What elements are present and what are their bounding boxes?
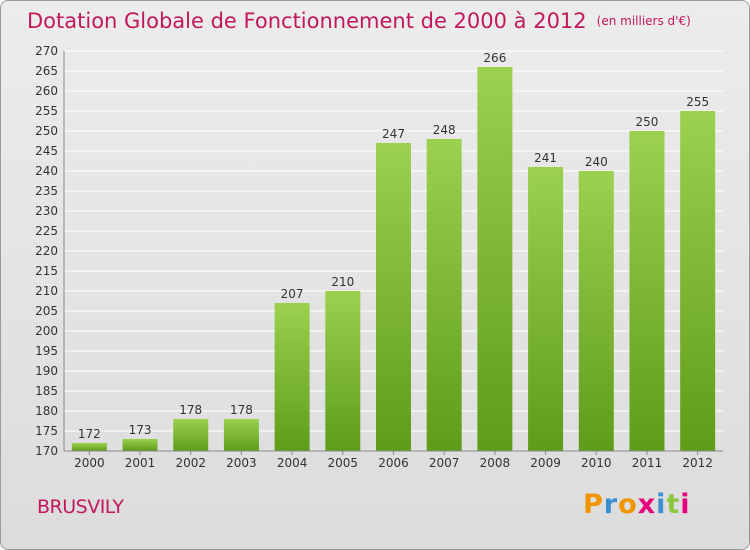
unit-label: (en milliers d'€) (596, 14, 691, 28)
data-label-2011: 250 (636, 115, 659, 129)
y-tick-label: 270 (35, 44, 58, 58)
x-tick-label-2006: 2006 (378, 456, 409, 470)
x-tick-label-2011: 2011 (632, 456, 663, 470)
bar-2008 (477, 67, 513, 451)
x-axis: 2000 2001 2002 2003 2004 2005 2006 2007 2008 2009… (64, 450, 723, 470)
bar-2012 (680, 111, 716, 451)
y-tick-label: 230 (35, 204, 58, 218)
data-label-2003: 178 (230, 403, 253, 417)
data-label-2004: 207 (281, 287, 304, 301)
logo-letter: i (656, 489, 667, 520)
data-label-2010: 240 (585, 155, 608, 169)
y-tick-label: 175 (35, 424, 58, 438)
data-label-2008: 266 (483, 51, 506, 65)
y-axis: 170 175 180 185 190 195 200 205 210 215 220 225 230 2… (35, 44, 65, 458)
bar-2002 (173, 419, 209, 451)
y-tick-label: 200 (35, 324, 58, 338)
y-tick-label: 170 (35, 444, 58, 458)
commune-name: BRUSVILY (37, 496, 124, 518)
y-tick-label: 245 (35, 144, 58, 158)
bars: 172 173 178 178 207 210 247 248 266 241 240 250 255 (71, 51, 716, 451)
logo-letter: x (637, 489, 657, 520)
y-tick-label: 225 (35, 224, 58, 238)
data-label-2005: 210 (331, 275, 354, 289)
bar-2001 (122, 439, 158, 451)
y-tick-label: 210 (35, 284, 58, 298)
x-tick-label-2003: 2003 (226, 456, 257, 470)
x-tick-label-2005: 2005 (328, 456, 359, 470)
x-tick-label-2004: 2004 (277, 456, 308, 470)
logo-letter: r (603, 489, 619, 520)
bar-2000 (71, 443, 107, 451)
proxiti-logo[interactable]: Proxiti (583, 489, 691, 520)
data-label-2001: 173 (129, 423, 152, 437)
y-tick-label: 220 (35, 244, 58, 258)
y-tick-label: 235 (35, 184, 58, 198)
y-tick-label: 195 (35, 344, 58, 358)
y-tick-label: 260 (35, 84, 58, 98)
y-tick-label: 215 (35, 264, 58, 278)
bar-2011 (629, 131, 665, 451)
x-tick-label-2009: 2009 (530, 456, 561, 470)
bar-2006 (376, 143, 411, 451)
logo-letter: o (618, 489, 638, 520)
y-tick-label: 205 (35, 304, 58, 318)
y-tick-label: 250 (35, 124, 58, 138)
bar-2010 (578, 171, 614, 451)
bar-2007 (426, 139, 462, 451)
bar-2004 (274, 303, 310, 451)
data-label-2006: 247 (382, 127, 405, 141)
y-tick-label: 240 (35, 164, 58, 178)
data-label-2009: 241 (534, 151, 557, 165)
x-tick-label-2007: 2007 (429, 456, 460, 470)
x-tick-label-2008: 2008 (480, 456, 511, 470)
bar-2003 (223, 419, 259, 451)
title-text: Dotation Globale de Fonctionnement de 20… (27, 9, 587, 33)
y-tick-label: 180 (35, 404, 58, 418)
data-label-2012: 255 (686, 95, 709, 109)
x-tick-label-2010: 2010 (581, 456, 612, 470)
y-tick-label: 255 (35, 104, 58, 118)
x-tick-label-2012: 2012 (682, 456, 713, 470)
y-tick-label: 190 (35, 364, 58, 378)
bar-2009 (528, 167, 564, 451)
data-label-2002: 178 (179, 403, 202, 417)
x-tick-label-2001: 2001 (125, 456, 156, 470)
data-label-2007: 248 (433, 123, 456, 137)
bar-2005 (325, 291, 361, 451)
x-tick-label-2000: 2000 (74, 456, 105, 470)
chart-title: Dotation Globale de Fonctionnement de 20… (27, 9, 691, 33)
logo-letter: i (680, 489, 691, 520)
logo-letter: P (583, 489, 604, 520)
logo-letter: t (666, 489, 681, 520)
x-tick-label-2002: 2002 (175, 456, 206, 470)
data-label-2000: 172 (78, 427, 101, 441)
y-tick-label: 265 (35, 64, 58, 78)
y-tick-label: 185 (35, 384, 58, 398)
